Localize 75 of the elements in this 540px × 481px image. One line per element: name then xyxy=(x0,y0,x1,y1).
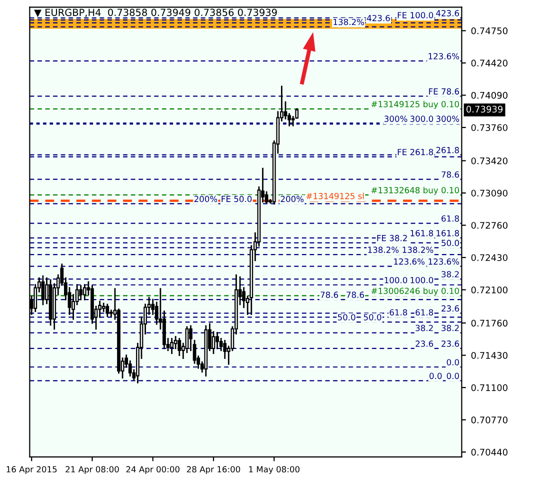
annotation: 23.6 xyxy=(442,305,460,312)
y-tick-label: 0.73760 xyxy=(471,124,508,132)
annotation: 23.6 xyxy=(442,340,460,347)
candlestick xyxy=(178,338,182,356)
candlestick xyxy=(82,284,86,300)
y-tick-label: 0.74090 xyxy=(471,92,508,99)
y-tick-label: 0.71430 xyxy=(471,352,508,359)
annotation: 61.8 xyxy=(416,309,434,316)
annotation: 423.6 xyxy=(436,10,460,16)
annotation: 0.0 xyxy=(446,359,459,366)
annotation: 50.0 xyxy=(364,314,382,320)
annotation: 161.8 xyxy=(436,230,459,236)
candlestick xyxy=(109,310,113,317)
y-tick-label: 0.72760 xyxy=(471,222,508,229)
annotation: 200% xyxy=(194,196,218,202)
annotation: 50.0 xyxy=(338,314,356,320)
annotation: 138.2% xyxy=(402,246,434,253)
annotation: 0.0 xyxy=(446,372,459,380)
annotation: 123.6% xyxy=(428,258,460,265)
annotation: FE 100.0 xyxy=(398,12,434,18)
annotation: 61.8 xyxy=(390,309,408,316)
annotation: 200% xyxy=(280,196,304,202)
x-tick-label: 16 Apr 2015 xyxy=(6,466,57,474)
annotation: 300% xyxy=(384,116,408,122)
x-tick-label: 1 May 08:00 xyxy=(249,466,300,474)
annotation: 78.6 xyxy=(442,171,460,178)
annotation: 100.0 xyxy=(384,276,408,284)
annotation: 38.2 xyxy=(442,271,459,278)
annotation: FE 38.2 xyxy=(377,234,407,242)
annotation: 38.2 xyxy=(442,324,459,332)
y-tick-label: 0.73090 xyxy=(471,190,508,197)
annotation: FE 261.8 xyxy=(398,148,434,156)
annotation: #13132648 buy 0.10 xyxy=(371,186,459,195)
y-tick-label: 0.73420 xyxy=(471,157,508,164)
y-tick-label: 0.74420 xyxy=(471,60,508,66)
candlestick xyxy=(106,304,110,317)
text: 0.73939 xyxy=(466,106,503,113)
annotation: 300% xyxy=(436,116,460,122)
x-tick-label: 21 Apr 08:00 xyxy=(66,466,119,474)
annotation: 38.2 xyxy=(416,324,433,332)
annotation: FE 78.6 xyxy=(429,88,460,95)
y-tick-label: 0.70770 xyxy=(471,416,508,424)
y-tick-label: 0.71760 xyxy=(471,320,508,327)
candlestick xyxy=(41,275,45,306)
candlestick xyxy=(79,285,83,300)
x-tick-label: 24 Apr 00:00 xyxy=(126,466,180,474)
y-tick-label: 0.74750 xyxy=(471,27,508,34)
annotation: #13149125 sl xyxy=(306,192,364,200)
annotation: 61.8 xyxy=(442,215,459,222)
annotation: 138.2% xyxy=(334,18,364,26)
annotation: 261.8 xyxy=(436,146,459,154)
annotation: 0.0 xyxy=(430,372,442,380)
y-tick-label: 0.71100 xyxy=(471,384,508,392)
annotation: 100.0 xyxy=(410,276,434,284)
annotation: 50.0 xyxy=(442,240,459,246)
annotation: 138.2% xyxy=(368,246,399,253)
annotation: 123.6% xyxy=(428,53,460,60)
candlestick xyxy=(212,331,216,354)
y-tick-label: 0.72100 xyxy=(471,286,508,294)
annotation: 161.8 xyxy=(410,230,434,236)
x-tick-label: 28 Apr 16:00 xyxy=(186,466,240,474)
annotation: 78.6 xyxy=(320,292,338,298)
annotation: 123.6% xyxy=(394,258,425,265)
annotation: #13006246 buy 0.10 xyxy=(371,288,459,296)
annotation: 423.6 xyxy=(366,14,390,22)
annotation: 300.0 xyxy=(410,116,434,122)
annotation: 78.6 xyxy=(346,292,364,298)
candlestick xyxy=(170,338,174,354)
annotation: 23.6 xyxy=(416,340,434,347)
chart-title: ▼ EURGBP,H4 0.73858 0.73949 0.73856 0.73939 xyxy=(34,8,277,18)
candlestick xyxy=(216,332,219,350)
annotation: #13149125 buy 0.10 xyxy=(371,100,459,109)
y-tick-label: 0.70440 xyxy=(471,448,508,456)
annotation: FE 50.0 xyxy=(222,196,252,202)
y-tick-label: 0.72430 xyxy=(471,254,508,262)
